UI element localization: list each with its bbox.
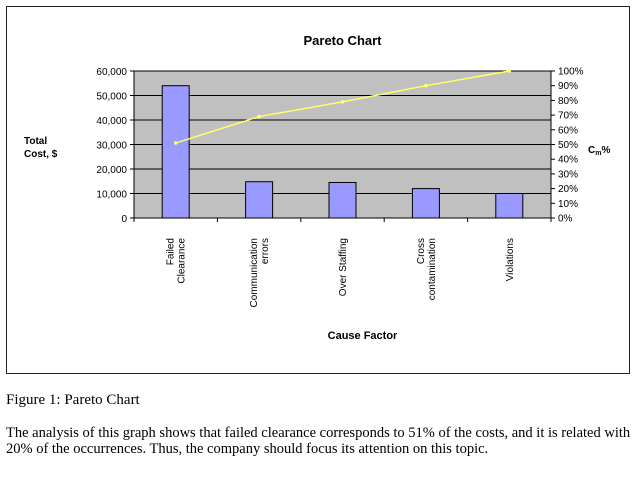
pareto-chart: Pareto Chart 0 10,000 20,000 30,000 40,000 50,… <box>24 33 610 342</box>
y2-tick-label: 100% <box>558 67 584 78</box>
x-category-label: Crosscontamination <box>416 238 438 300</box>
figure-caption: Figure 1: Pareto Chart <box>6 392 140 408</box>
y2-tick-label: 60% <box>558 125 578 136</box>
bar <box>495 193 524 219</box>
y2-tick-label: 90% <box>558 81 578 92</box>
y-tick-label: 30,000 <box>96 141 127 152</box>
y-tick-label: 0 <box>121 214 127 225</box>
x-category-label: Over Staffing <box>338 238 349 296</box>
x-category-label: Violations <box>505 238 516 281</box>
line-point <box>173 141 178 145</box>
chart-title: Pareto Chart <box>303 33 382 48</box>
y-axis-title: Total <box>24 136 47 147</box>
y-tick-label: 40,000 <box>96 116 127 127</box>
bar <box>328 181 357 219</box>
chart-frame: Pareto Chart 0 10,000 20,000 30,000 40,000 50,… <box>6 6 630 374</box>
y2-tick-label: 30% <box>558 169 578 180</box>
y-tick-label: 10,000 <box>96 190 127 201</box>
y2-tick-label: 80% <box>558 96 578 107</box>
line-point <box>424 83 428 88</box>
line-point <box>507 69 512 73</box>
y2-tick-label: 50% <box>558 140 578 151</box>
y2-tick-label: 10% <box>558 199 578 210</box>
y2-tick-label: 20% <box>558 184 578 195</box>
bar <box>411 188 440 219</box>
x-category-label: FailedClearance <box>166 238 188 284</box>
y2-tick-label: 70% <box>558 111 578 122</box>
body-paragraph: The analysis of this graph shows that fa… <box>6 425 631 457</box>
x-category-label: Communicationerrors <box>249 238 271 307</box>
line-point <box>340 100 345 104</box>
bar <box>161 85 190 219</box>
y-tick-label: 50,000 <box>96 92 127 103</box>
y2-tick-label: 40% <box>558 155 578 166</box>
line-point <box>257 114 261 119</box>
y-tick-label: 60,000 <box>96 67 127 78</box>
y-tick-label: 20,000 <box>96 165 127 176</box>
y-axis-title: Cost, $ <box>24 149 58 160</box>
x-axis-title: Cause Factor <box>328 330 398 342</box>
y2-axis-title: Cm% <box>588 145 610 157</box>
y2-tick-label: 0% <box>558 214 573 225</box>
bar <box>245 181 274 219</box>
